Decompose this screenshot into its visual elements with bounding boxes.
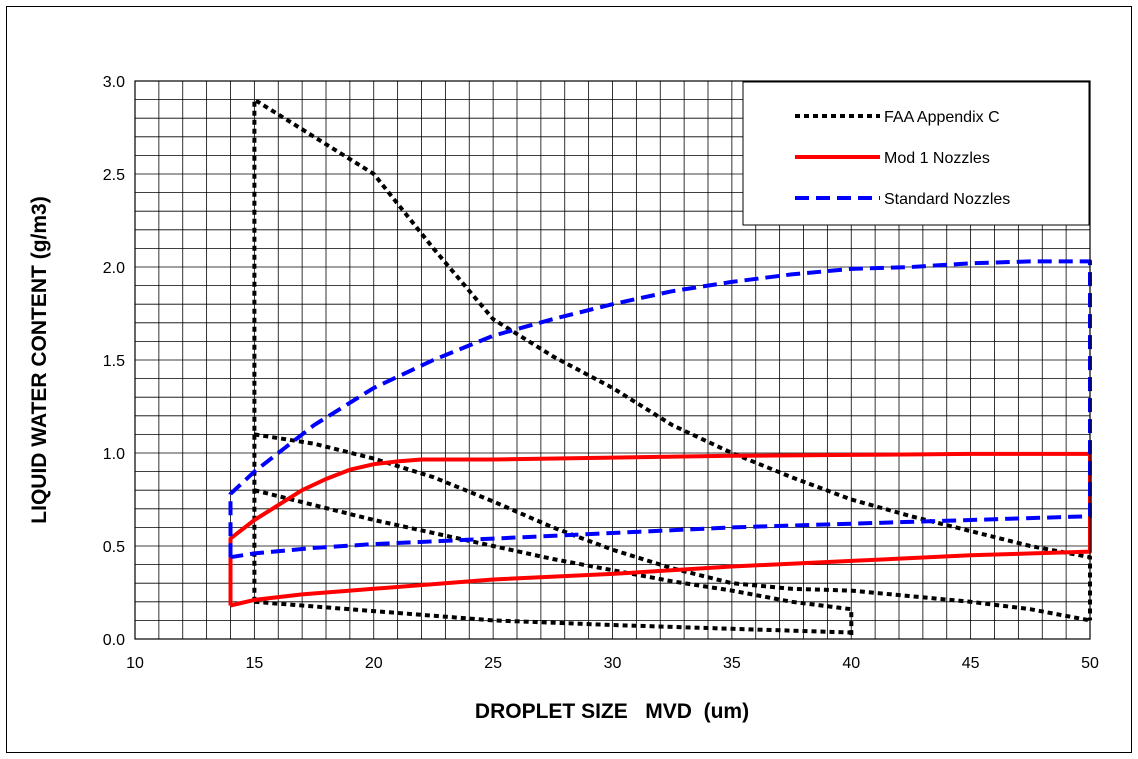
y-tick-labels: 0.0 0.5 1.0 1.5 2.0 2.5 3.0	[103, 74, 125, 649]
legend-box	[742, 81, 1090, 226]
x-tick-labels: 10 15 20 25 30 35 40 45 50	[126, 655, 1099, 672]
series-line-faa-appendix-c	[254, 599, 852, 635]
series-line-mod-1-nozzles	[228, 451, 1092, 608]
legend-label: Standard Nozzles	[884, 191, 1010, 208]
x-tick-label: 25	[484, 655, 502, 672]
y-tick-label: 0.0	[103, 632, 125, 649]
x-tick-label: 50	[1081, 655, 1099, 672]
y-axis-title: LIQUID WATER CONTENT (g/m3)	[28, 196, 51, 523]
series-line-faa-appendix-c	[254, 432, 1091, 623]
plot-border	[134, 80, 1091, 640]
series-line-faa-appendix-c	[253, 488, 854, 636]
x-tick-label: 10	[126, 655, 144, 672]
y-tick-label: 2.5	[103, 167, 125, 184]
x-tick-label: 40	[842, 655, 860, 672]
series-line-standard-nozzles	[228, 259, 1092, 560]
y-tick-label: 2.0	[103, 260, 125, 277]
series-layer	[228, 97, 1092, 636]
y-tick-label: 1.0	[103, 446, 125, 463]
legend-label: Mod 1 Nozzles	[884, 150, 990, 167]
x-tick-label: 30	[604, 655, 622, 672]
series-line-faa-appendix-c	[252, 97, 1092, 621]
legend: FAA Appendix C Mod 1 Nozzles Standard Nozz…	[742, 81, 1090, 226]
y-tick-label: 1.5	[103, 353, 125, 370]
x-tick-label: 20	[365, 655, 383, 672]
legend-label: FAA Appendix C	[884, 109, 1000, 126]
legend-entries: FAA Appendix C Mod 1 Nozzles Standard Nozz…	[795, 109, 1010, 208]
x-tick-label: 35	[723, 655, 741, 672]
x-axis-title: DROPLET SIZE MVD (um)	[475, 700, 749, 723]
y-tick-label: 0.5	[103, 539, 125, 556]
x-tick-label: 45	[962, 655, 980, 672]
x-tick-label: 15	[245, 655, 263, 672]
y-tick-label: 3.0	[103, 74, 125, 91]
